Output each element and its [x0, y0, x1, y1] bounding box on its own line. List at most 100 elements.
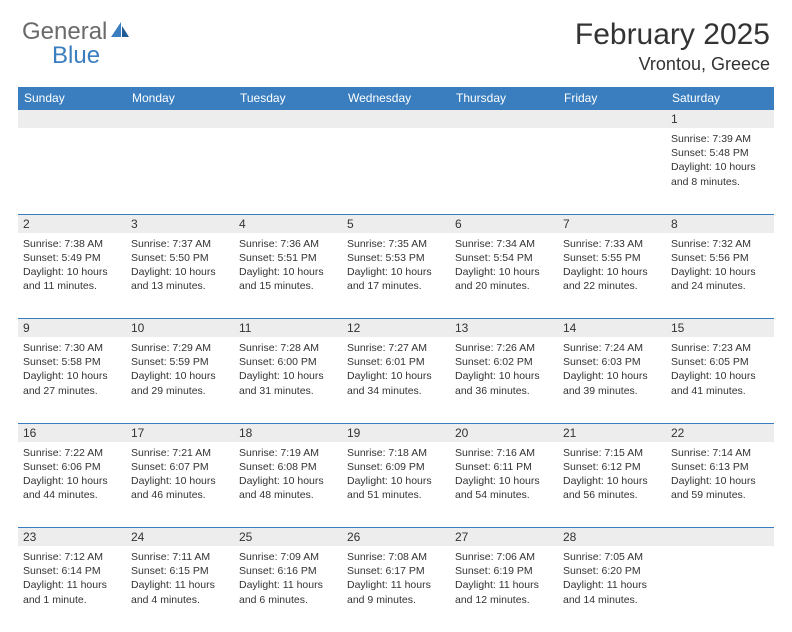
day-cell: Sunrise: 7:34 AMSunset: 5:54 PMDaylight:…	[450, 233, 558, 319]
daylight-text: Daylight: 11 hours and 4 minutes.	[131, 578, 229, 606]
day-details: Sunrise: 7:36 AMSunset: 5:51 PMDaylight:…	[239, 236, 337, 294]
day-number: 25	[234, 528, 342, 547]
day-cell	[342, 128, 450, 214]
sunset-text: Sunset: 6:14 PM	[23, 564, 121, 578]
day-details: Sunrise: 7:27 AMSunset: 6:01 PMDaylight:…	[347, 340, 445, 398]
day-number: 15	[666, 319, 774, 338]
sunrise-text: Sunrise: 7:35 AM	[347, 237, 445, 251]
day-details: Sunrise: 7:29 AMSunset: 5:59 PMDaylight:…	[131, 340, 229, 398]
sunset-text: Sunset: 6:07 PM	[131, 460, 229, 474]
sunrise-text: Sunrise: 7:15 AM	[563, 446, 661, 460]
day-cell: Sunrise: 7:24 AMSunset: 6:03 PMDaylight:…	[558, 337, 666, 423]
daylight-text: Daylight: 10 hours and 29 minutes.	[131, 369, 229, 397]
sunset-text: Sunset: 6:12 PM	[563, 460, 661, 474]
day-details: Sunrise: 7:14 AMSunset: 6:13 PMDaylight:…	[671, 445, 769, 503]
day-details: Sunrise: 7:28 AMSunset: 6:00 PMDaylight:…	[239, 340, 337, 398]
day-cell: Sunrise: 7:21 AMSunset: 6:07 PMDaylight:…	[126, 442, 234, 528]
page-header: General February 2025 Vrontou, Greece	[0, 0, 792, 81]
sunrise-text: Sunrise: 7:28 AM	[239, 341, 337, 355]
day-details: Sunrise: 7:24 AMSunset: 6:03 PMDaylight:…	[563, 340, 661, 398]
sunset-text: Sunset: 6:09 PM	[347, 460, 445, 474]
day-number: 23	[18, 528, 126, 547]
week-row: Sunrise: 7:30 AMSunset: 5:58 PMDaylight:…	[18, 337, 774, 423]
day-cell: Sunrise: 7:16 AMSunset: 6:11 PMDaylight:…	[450, 442, 558, 528]
day-cell: Sunrise: 7:28 AMSunset: 6:00 PMDaylight:…	[234, 337, 342, 423]
sunset-text: Sunset: 6:08 PM	[239, 460, 337, 474]
day-number: 14	[558, 319, 666, 338]
day-cell	[450, 128, 558, 214]
week-daynum-row: 9101112131415	[18, 319, 774, 338]
day-header-row: Sunday Monday Tuesday Wednesday Thursday…	[18, 87, 774, 110]
week-daynum-row: 232425262728	[18, 528, 774, 547]
day-details: Sunrise: 7:16 AMSunset: 6:11 PMDaylight:…	[455, 445, 553, 503]
daylight-text: Daylight: 10 hours and 48 minutes.	[239, 474, 337, 502]
month-title: February 2025	[575, 18, 770, 52]
day-details: Sunrise: 7:11 AMSunset: 6:15 PMDaylight:…	[131, 549, 229, 607]
day-number: 16	[18, 423, 126, 442]
daylight-text: Daylight: 10 hours and 11 minutes.	[23, 265, 121, 293]
day-cell: Sunrise: 7:29 AMSunset: 5:59 PMDaylight:…	[126, 337, 234, 423]
sunset-text: Sunset: 6:15 PM	[131, 564, 229, 578]
day-details: Sunrise: 7:35 AMSunset: 5:53 PMDaylight:…	[347, 236, 445, 294]
day-cell: Sunrise: 7:36 AMSunset: 5:51 PMDaylight:…	[234, 233, 342, 319]
day-number	[666, 528, 774, 547]
sunrise-text: Sunrise: 7:34 AM	[455, 237, 553, 251]
day-details: Sunrise: 7:30 AMSunset: 5:58 PMDaylight:…	[23, 340, 121, 398]
day-cell	[666, 546, 774, 632]
day-cell: Sunrise: 7:12 AMSunset: 6:14 PMDaylight:…	[18, 546, 126, 632]
brand-part2: Blue	[52, 42, 100, 70]
day-number: 18	[234, 423, 342, 442]
daylight-text: Daylight: 10 hours and 31 minutes.	[239, 369, 337, 397]
day-number: 19	[342, 423, 450, 442]
col-sunday: Sunday	[18, 87, 126, 110]
daylight-text: Daylight: 10 hours and 22 minutes.	[563, 265, 661, 293]
week-daynum-row: 16171819202122	[18, 423, 774, 442]
day-cell: Sunrise: 7:23 AMSunset: 6:05 PMDaylight:…	[666, 337, 774, 423]
week-row: Sunrise: 7:12 AMSunset: 6:14 PMDaylight:…	[18, 546, 774, 632]
day-cell: Sunrise: 7:30 AMSunset: 5:58 PMDaylight:…	[18, 337, 126, 423]
sunset-text: Sunset: 5:56 PM	[671, 251, 769, 265]
day-cell	[558, 128, 666, 214]
sunrise-text: Sunrise: 7:39 AM	[671, 132, 769, 146]
sunrise-text: Sunrise: 7:14 AM	[671, 446, 769, 460]
day-number: 13	[450, 319, 558, 338]
day-details: Sunrise: 7:38 AMSunset: 5:49 PMDaylight:…	[23, 236, 121, 294]
daylight-text: Daylight: 10 hours and 59 minutes.	[671, 474, 769, 502]
day-number	[558, 110, 666, 129]
day-details: Sunrise: 7:39 AMSunset: 5:48 PMDaylight:…	[671, 131, 769, 189]
title-block: February 2025 Vrontou, Greece	[575, 18, 770, 75]
daylight-text: Daylight: 10 hours and 54 minutes.	[455, 474, 553, 502]
sunrise-text: Sunrise: 7:38 AM	[23, 237, 121, 251]
day-number	[450, 110, 558, 129]
sunset-text: Sunset: 5:58 PM	[23, 355, 121, 369]
daylight-text: Daylight: 10 hours and 13 minutes.	[131, 265, 229, 293]
day-number: 7	[558, 214, 666, 233]
sunrise-text: Sunrise: 7:11 AM	[131, 550, 229, 564]
day-number: 4	[234, 214, 342, 233]
day-cell	[234, 128, 342, 214]
day-details: Sunrise: 7:23 AMSunset: 6:05 PMDaylight:…	[671, 340, 769, 398]
sunset-text: Sunset: 5:54 PM	[455, 251, 553, 265]
sunrise-text: Sunrise: 7:19 AM	[239, 446, 337, 460]
week-row: Sunrise: 7:38 AMSunset: 5:49 PMDaylight:…	[18, 233, 774, 319]
day-details: Sunrise: 7:33 AMSunset: 5:55 PMDaylight:…	[563, 236, 661, 294]
day-cell: Sunrise: 7:38 AMSunset: 5:49 PMDaylight:…	[18, 233, 126, 319]
daylight-text: Daylight: 10 hours and 36 minutes.	[455, 369, 553, 397]
day-number	[342, 110, 450, 129]
day-cell: Sunrise: 7:15 AMSunset: 6:12 PMDaylight:…	[558, 442, 666, 528]
sunset-text: Sunset: 6:05 PM	[671, 355, 769, 369]
day-cell	[18, 128, 126, 214]
day-cell: Sunrise: 7:06 AMSunset: 6:19 PMDaylight:…	[450, 546, 558, 632]
sunset-text: Sunset: 6:11 PM	[455, 460, 553, 474]
day-cell	[126, 128, 234, 214]
day-number: 6	[450, 214, 558, 233]
day-cell: Sunrise: 7:19 AMSunset: 6:08 PMDaylight:…	[234, 442, 342, 528]
day-cell: Sunrise: 7:26 AMSunset: 6:02 PMDaylight:…	[450, 337, 558, 423]
day-details: Sunrise: 7:37 AMSunset: 5:50 PMDaylight:…	[131, 236, 229, 294]
sunset-text: Sunset: 6:17 PM	[347, 564, 445, 578]
day-number	[234, 110, 342, 129]
day-details: Sunrise: 7:19 AMSunset: 6:08 PMDaylight:…	[239, 445, 337, 503]
day-number: 24	[126, 528, 234, 547]
day-details: Sunrise: 7:26 AMSunset: 6:02 PMDaylight:…	[455, 340, 553, 398]
sunrise-text: Sunrise: 7:36 AM	[239, 237, 337, 251]
